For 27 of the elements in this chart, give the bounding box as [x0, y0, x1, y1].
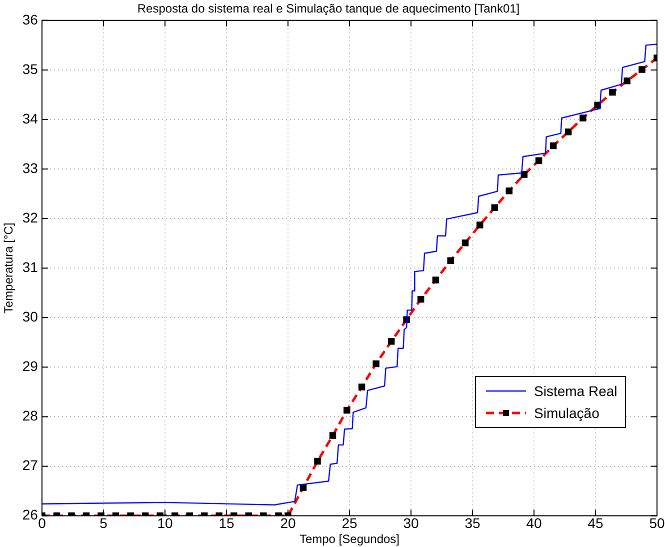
x-tick-label: 30: [403, 515, 419, 532]
legend-label: Simulação: [534, 404, 600, 421]
chart-title: Resposta do sistema real e Simulação tanque de aquecimento [Tank01]: [137, 2, 520, 16]
x-tick-label: 15: [218, 515, 234, 532]
y-tick-label: 36: [22, 11, 38, 28]
x-tick-label: 5: [100, 515, 108, 532]
y-tick-label: 29: [22, 358, 38, 374]
y-tick-label: 34: [22, 110, 38, 126]
x-tick-label: 35: [464, 515, 480, 532]
y-tick-label: 32: [22, 209, 38, 226]
y-tick-label: 33: [22, 160, 38, 176]
x-tick-label: 0: [38, 515, 46, 532]
x-tick-label: 25: [342, 515, 358, 532]
y-axis-title: Temperatura [°C]: [2, 222, 16, 314]
x-tick-label: 50: [649, 515, 665, 532]
y-tick-label: 26: [22, 506, 38, 523]
y-tick-label: 35: [22, 60, 38, 77]
legend-label: Sistema Real: [534, 382, 618, 399]
x-tick-label: 10: [157, 515, 173, 532]
x-axis-title: Tempo [Segundos]: [299, 532, 400, 546]
y-tick-label: 28: [22, 408, 38, 424]
y-tick-label: 27: [22, 457, 38, 474]
x-tick-label: 45: [588, 515, 604, 532]
x-tick-label: 40: [526, 515, 542, 532]
y-tick-label: 30: [22, 308, 38, 324]
x-tick-label: 20: [280, 515, 296, 532]
y-tick-label: 31: [22, 258, 38, 275]
